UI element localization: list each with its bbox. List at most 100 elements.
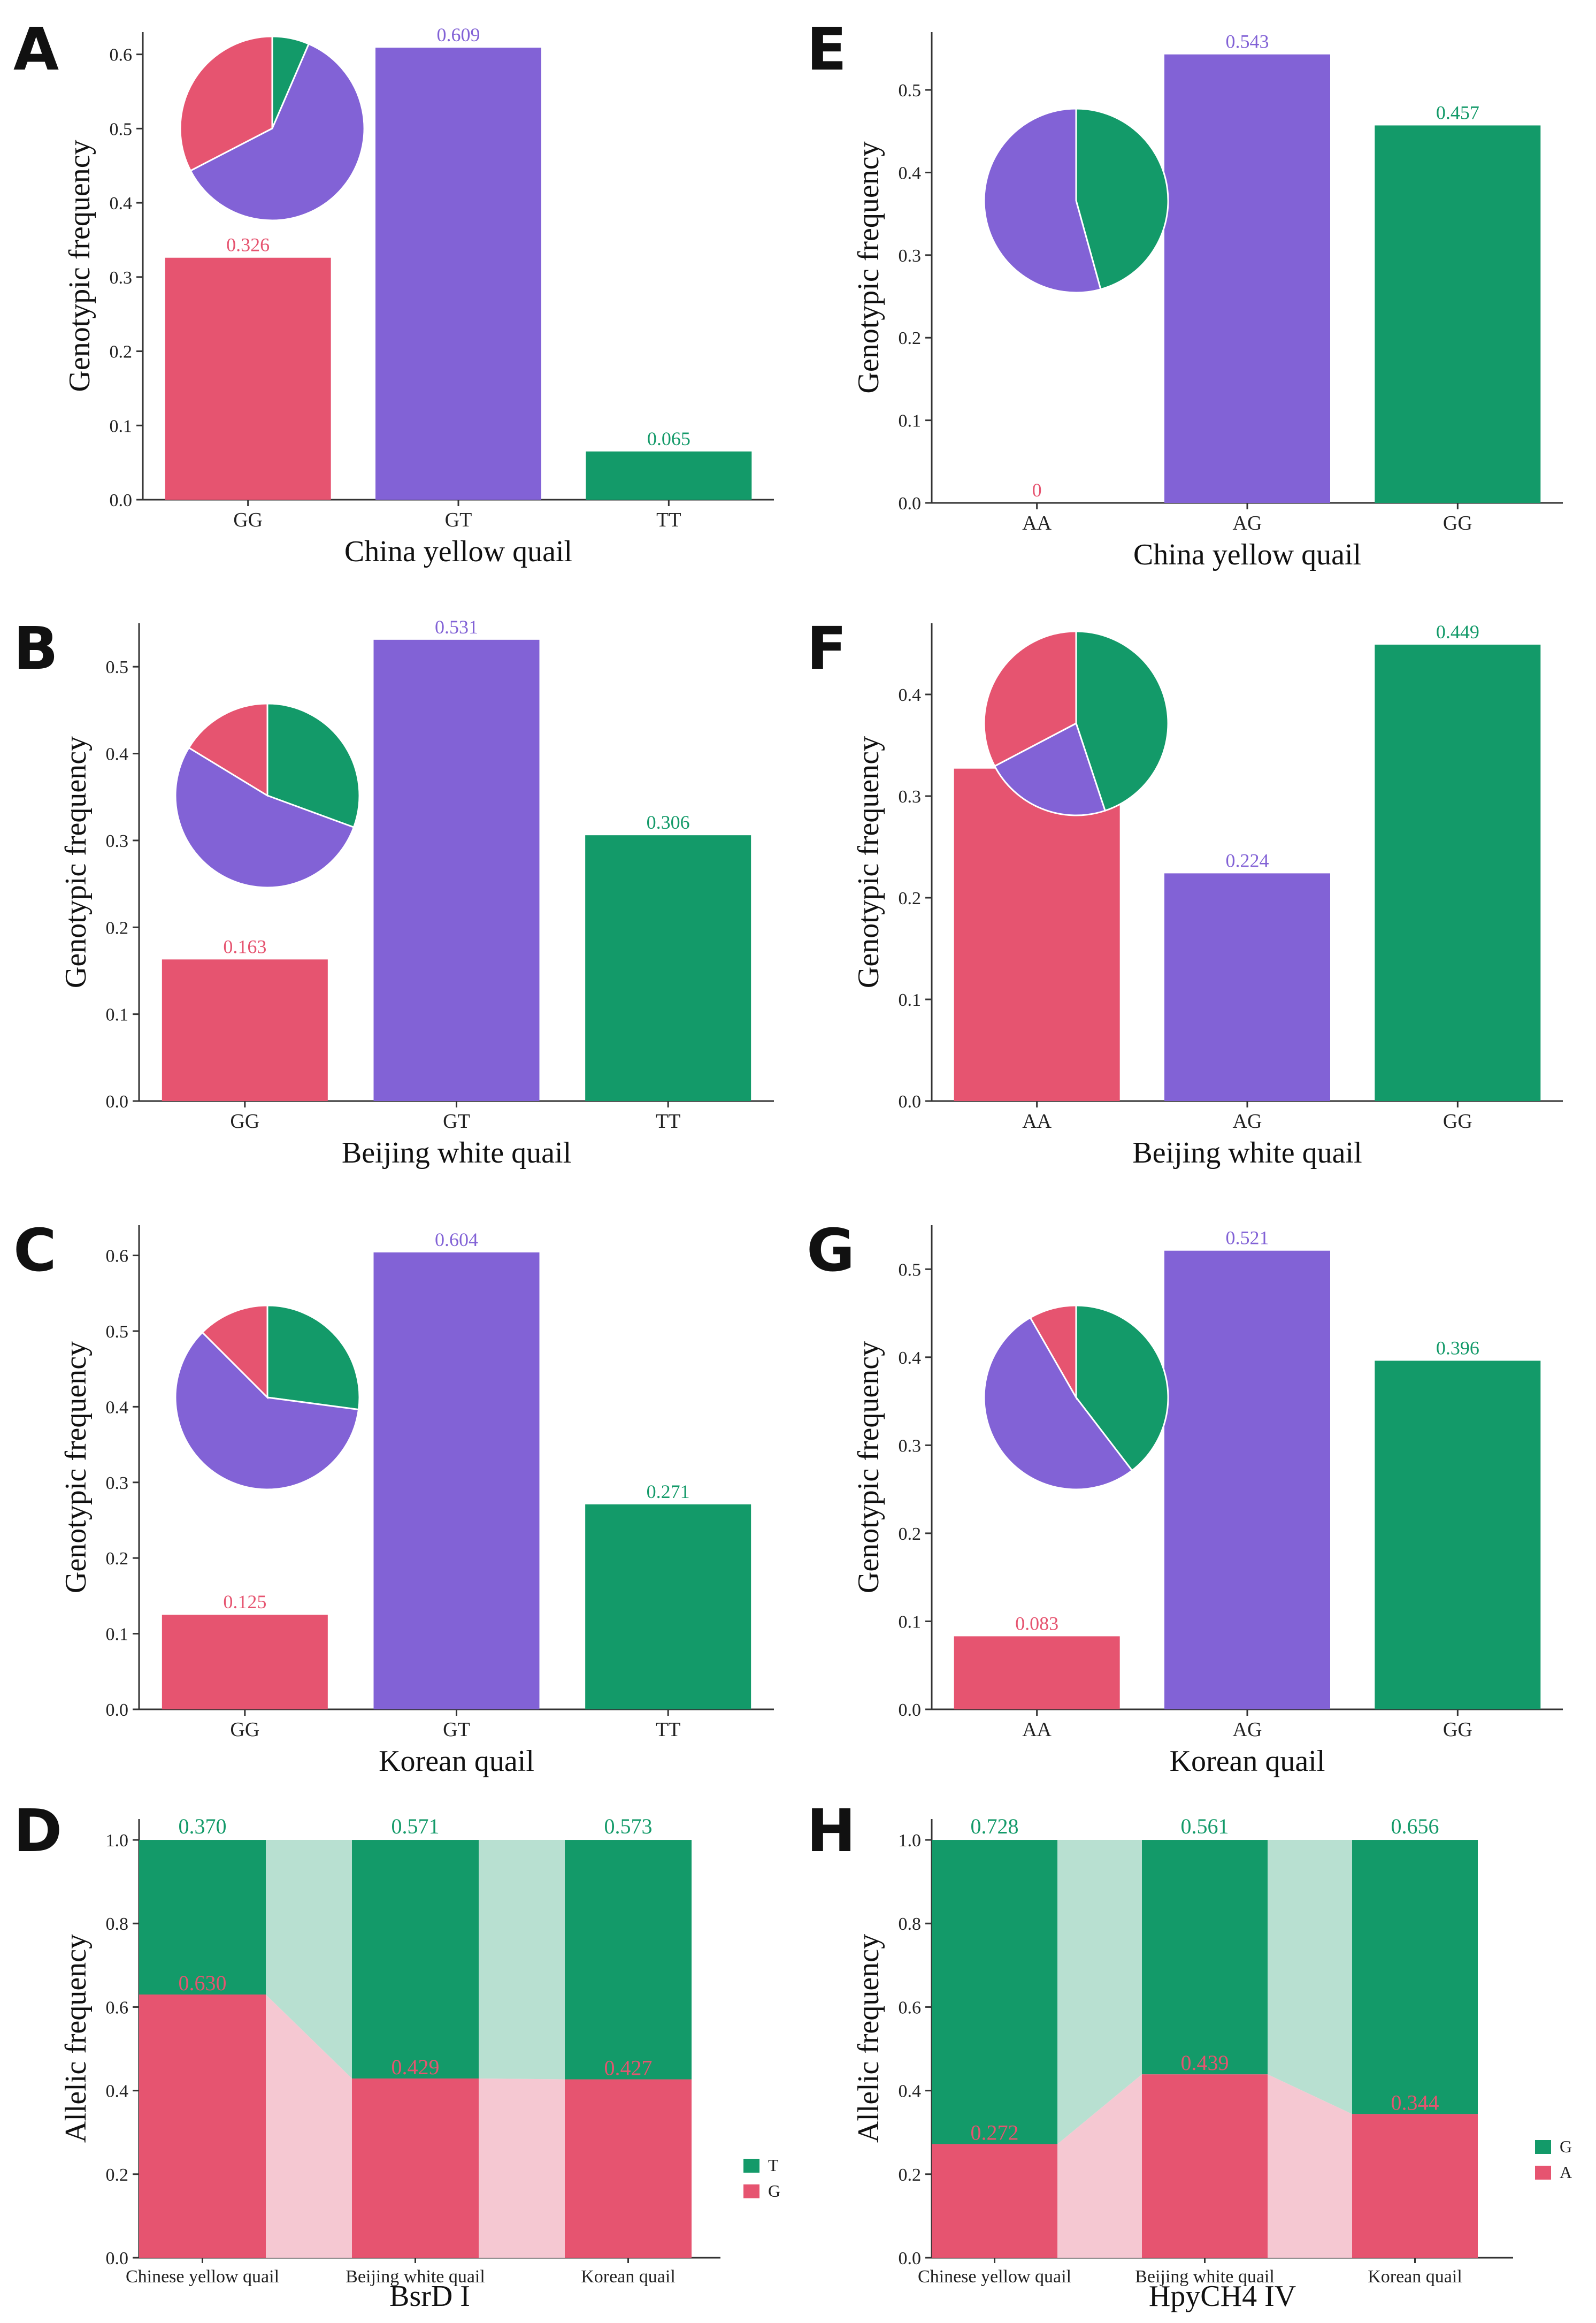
x-tick-label: AG xyxy=(1233,512,1262,534)
y-tick-label: 0.2 xyxy=(106,1549,129,1569)
x-tick-label: GG xyxy=(1443,1110,1472,1133)
x-tick-label: GG xyxy=(230,1110,259,1133)
x-tick-label: Chinese yellow quail xyxy=(918,2267,1071,2287)
legend: GA xyxy=(1535,2137,1572,2182)
stacked-bar-a xyxy=(1352,2114,1478,2258)
segment-value-label: 0.370 xyxy=(179,1814,227,1838)
x-tick-label: GG xyxy=(1443,512,1472,534)
segment-value-label: 0.272 xyxy=(971,2121,1019,2145)
pie-slice-red xyxy=(179,35,273,172)
y-axis-title: Genotypic frequency xyxy=(59,1341,93,1593)
panel-label: B xyxy=(13,614,58,683)
bar-aa xyxy=(954,768,1120,1101)
pie-inset xyxy=(983,630,1169,816)
x-tick-label: GG xyxy=(233,509,263,531)
flow-band-lower xyxy=(1057,2074,1142,2258)
chart-panel-g: 0.0 0.1 0.2 0.3 0.4 0.5 G Genotypic frequency 0.… xyxy=(807,1216,1563,1778)
y-tick-label: 0.2 xyxy=(899,328,922,348)
y-axis-title: Genotypic frequency xyxy=(852,141,885,393)
x-tick-label: GT xyxy=(445,509,472,531)
bar-value-label: 0.065 xyxy=(647,428,690,449)
x-tick-label: TT xyxy=(656,1718,680,1741)
y-tick-label: 0.5 xyxy=(899,1260,922,1280)
pie-slice-red xyxy=(188,702,268,797)
pie-slice-purple xyxy=(983,108,1102,294)
bar-value-label: 0.604 xyxy=(435,1229,478,1250)
pie-slice-green xyxy=(1075,630,1169,812)
bar-gt xyxy=(373,639,540,1101)
pie-inset xyxy=(179,35,365,221)
bar-ag xyxy=(1164,1250,1330,1709)
y-tick-label: 0.6 xyxy=(106,1998,129,2018)
flow-band-upper xyxy=(479,1840,565,2080)
segment-value-label: 0.656 xyxy=(1391,1814,1439,1838)
chart-panel-e: 0.0 0.1 0.2 0.3 0.4 0.5 E Genotypic frequency 0 A… xyxy=(807,15,1563,571)
bar-value-label: 0.457 xyxy=(1436,102,1479,123)
bar-gg xyxy=(1375,1361,1541,1709)
y-tick-label: 0.6 xyxy=(106,1247,129,1266)
y-tick-label: 0.3 xyxy=(899,246,922,266)
chart-panel-d: 0.0 0.2 0.4 0.6 0.8 1.0 D Allelic frequency 0.63… xyxy=(13,1797,780,2313)
y-tick-label: 0.1 xyxy=(899,411,922,431)
pie-slice-purple xyxy=(174,746,355,889)
x-tick-label: Chinese yellow quail xyxy=(126,2267,279,2287)
stacked-bar-g xyxy=(565,2079,692,2258)
legend: TG xyxy=(743,2156,780,2200)
x-tick-label: AA xyxy=(1022,512,1052,534)
chart-panel-h: 0.0 0.2 0.4 0.6 0.8 1.0 H Allelic frequency 0.27… xyxy=(807,1797,1572,2313)
stacked-bar-g xyxy=(1352,1840,1478,2114)
segment-value-label: 0.427 xyxy=(604,2056,653,2080)
y-tick-label: 0.4 xyxy=(899,685,922,705)
pie-slice-purple xyxy=(174,1331,360,1491)
stacked-bar-g xyxy=(1142,1840,1268,2075)
x-axis-title: Korean quail xyxy=(1170,1745,1325,1778)
bar-value-label: 0.531 xyxy=(435,616,478,638)
legend-swatch xyxy=(743,2159,759,2173)
bar-value-label: 0.125 xyxy=(223,1591,266,1613)
y-axis-title: Genotypic frequency xyxy=(852,736,885,988)
bar-value-label: 0.609 xyxy=(437,24,480,45)
y-tick-label: 0.5 xyxy=(899,81,922,101)
stacked-bar-g xyxy=(139,1995,266,2258)
bar-value-label: 0.326 xyxy=(226,234,270,256)
bar-value-label: 0.543 xyxy=(1226,31,1269,52)
legend-label: G xyxy=(1560,2137,1572,2156)
flow-band-lower xyxy=(479,2078,565,2258)
x-tick-label: AG xyxy=(1233,1110,1262,1133)
y-tick-label: 0.1 xyxy=(106,1625,129,1645)
y-tick-label: 0.1 xyxy=(110,416,133,436)
bar-gt xyxy=(375,48,541,500)
legend-swatch xyxy=(1535,2166,1551,2180)
y-axis-title: Allelic frequency xyxy=(59,1934,93,2143)
bar-ag xyxy=(1164,54,1330,503)
legend-label: A xyxy=(1560,2162,1572,2182)
bar-tt xyxy=(585,835,751,1101)
pie-slice-red xyxy=(1029,1304,1077,1401)
bar-tt xyxy=(585,1504,751,1709)
x-tick-label: AA xyxy=(1022,1718,1052,1741)
legend-label: T xyxy=(768,2156,779,2175)
y-tick-label: 0.6 xyxy=(110,45,133,65)
bar-value-label: 0.521 xyxy=(1226,1227,1269,1249)
bar-gt xyxy=(373,1252,540,1709)
panel-label: F xyxy=(807,614,847,683)
bar-value-label: 0.449 xyxy=(1436,621,1479,643)
x-axis-title: Beijing white quail xyxy=(1132,1136,1362,1170)
y-tick-label: 0.0 xyxy=(899,2249,922,2268)
y-tick-label: 0.2 xyxy=(899,889,922,908)
pie-slice-red xyxy=(983,630,1077,768)
x-tick-label: TT xyxy=(656,509,681,531)
pie-slice-green xyxy=(1075,1304,1169,1472)
y-tick-label: 0.5 xyxy=(110,119,133,139)
y-tick-label: 0.0 xyxy=(899,1092,922,1112)
y-tick-label: 0.4 xyxy=(899,1348,922,1368)
segment-value-label: 0.344 xyxy=(1391,2090,1439,2114)
y-tick-label: 0.8 xyxy=(106,1914,129,1934)
y-tick-label: 0.3 xyxy=(899,787,922,807)
flow-band-upper xyxy=(1057,1840,1142,2144)
y-tick-label: 0.3 xyxy=(106,831,129,851)
y-tick-label: 0.4 xyxy=(106,1397,129,1417)
pie-inset xyxy=(983,1304,1169,1491)
